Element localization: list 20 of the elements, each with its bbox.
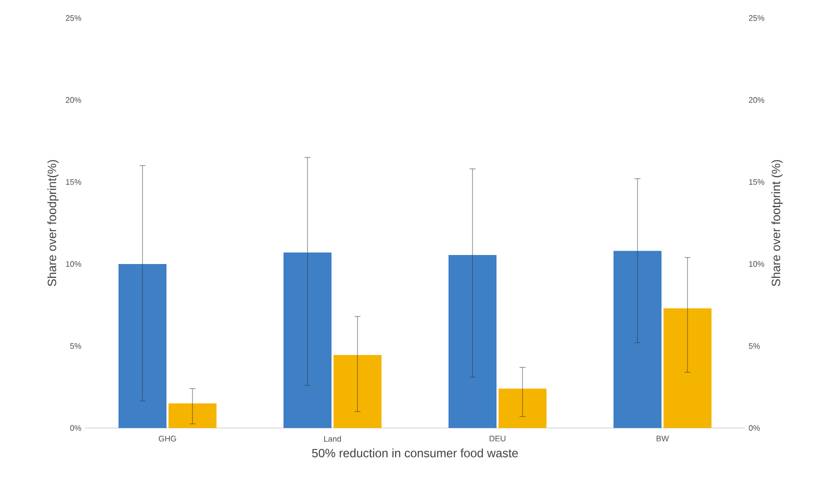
- y2-tick-label: 0%: [748, 425, 760, 431]
- y2-tick-label: 25%: [748, 15, 764, 21]
- y-tick-label: 0%: [70, 425, 82, 431]
- y2-tick-label: 5%: [748, 343, 760, 349]
- y2-axis-title: Share over footprint (%): [771, 160, 783, 286]
- y-tick-label: 20%: [66, 97, 82, 103]
- y-axis-title: Share over foodprint(%): [47, 160, 59, 286]
- y2-tick-label: 20%: [748, 97, 764, 103]
- y-tick-label: 15%: [66, 179, 82, 185]
- bar: [168, 403, 216, 428]
- y-tick-label: 5%: [70, 343, 82, 349]
- y-tick-label: 10%: [66, 261, 82, 267]
- x-tick-label: BW: [656, 436, 669, 442]
- x-tick-label: Land: [324, 436, 341, 442]
- y2-tick-label: 10%: [749, 261, 764, 267]
- x-axis-title: 50% reduction in consumer food waste: [312, 448, 518, 458]
- x-tick-label: GHG: [158, 436, 176, 442]
- y2-tick-label: 15%: [749, 179, 764, 185]
- x-tick-label: DEU: [490, 436, 506, 442]
- y-tick-label: 25%: [66, 15, 82, 21]
